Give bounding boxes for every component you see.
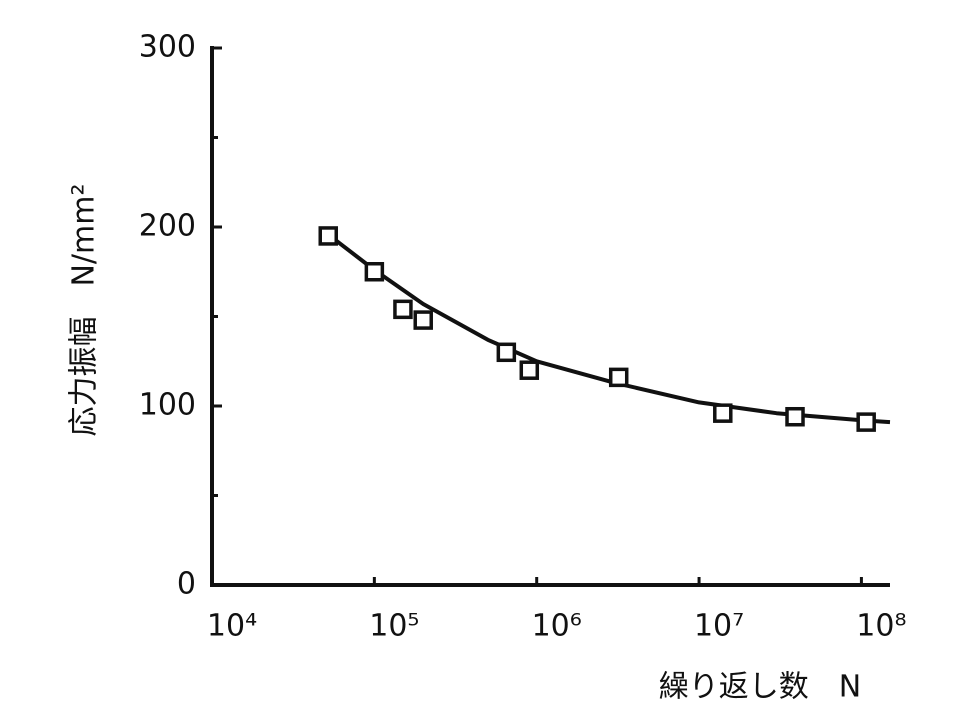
- data-point: [713, 403, 733, 423]
- data-point: [608, 367, 629, 388]
- y-tick-label: 300: [139, 30, 196, 65]
- data-point: [393, 299, 413, 320]
- fit-curve: [324, 230, 891, 425]
- y-tick-label: 200: [139, 209, 196, 244]
- y-tick-label: 100: [139, 388, 196, 423]
- data-point: [856, 412, 876, 432]
- data-point: [496, 342, 517, 363]
- data-point: [413, 310, 433, 330]
- x-tick-label: 10⁶: [532, 609, 582, 644]
- x-tick-label: 10⁸: [856, 609, 906, 644]
- x-axis-label: 繰り返し数 N: [659, 670, 861, 705]
- y-tick-label: 0: [177, 567, 196, 602]
- data-point: [318, 226, 338, 246]
- data-point: [519, 360, 540, 380]
- y-axis-label: 応力振幅 N/mm²: [67, 183, 102, 436]
- x-tick-label: 10⁴: [207, 609, 257, 644]
- data-point: [364, 262, 385, 282]
- data-point: [785, 406, 805, 427]
- x-tick-label: 10⁵: [369, 609, 419, 644]
- x-tick-label: 10⁷: [694, 609, 744, 644]
